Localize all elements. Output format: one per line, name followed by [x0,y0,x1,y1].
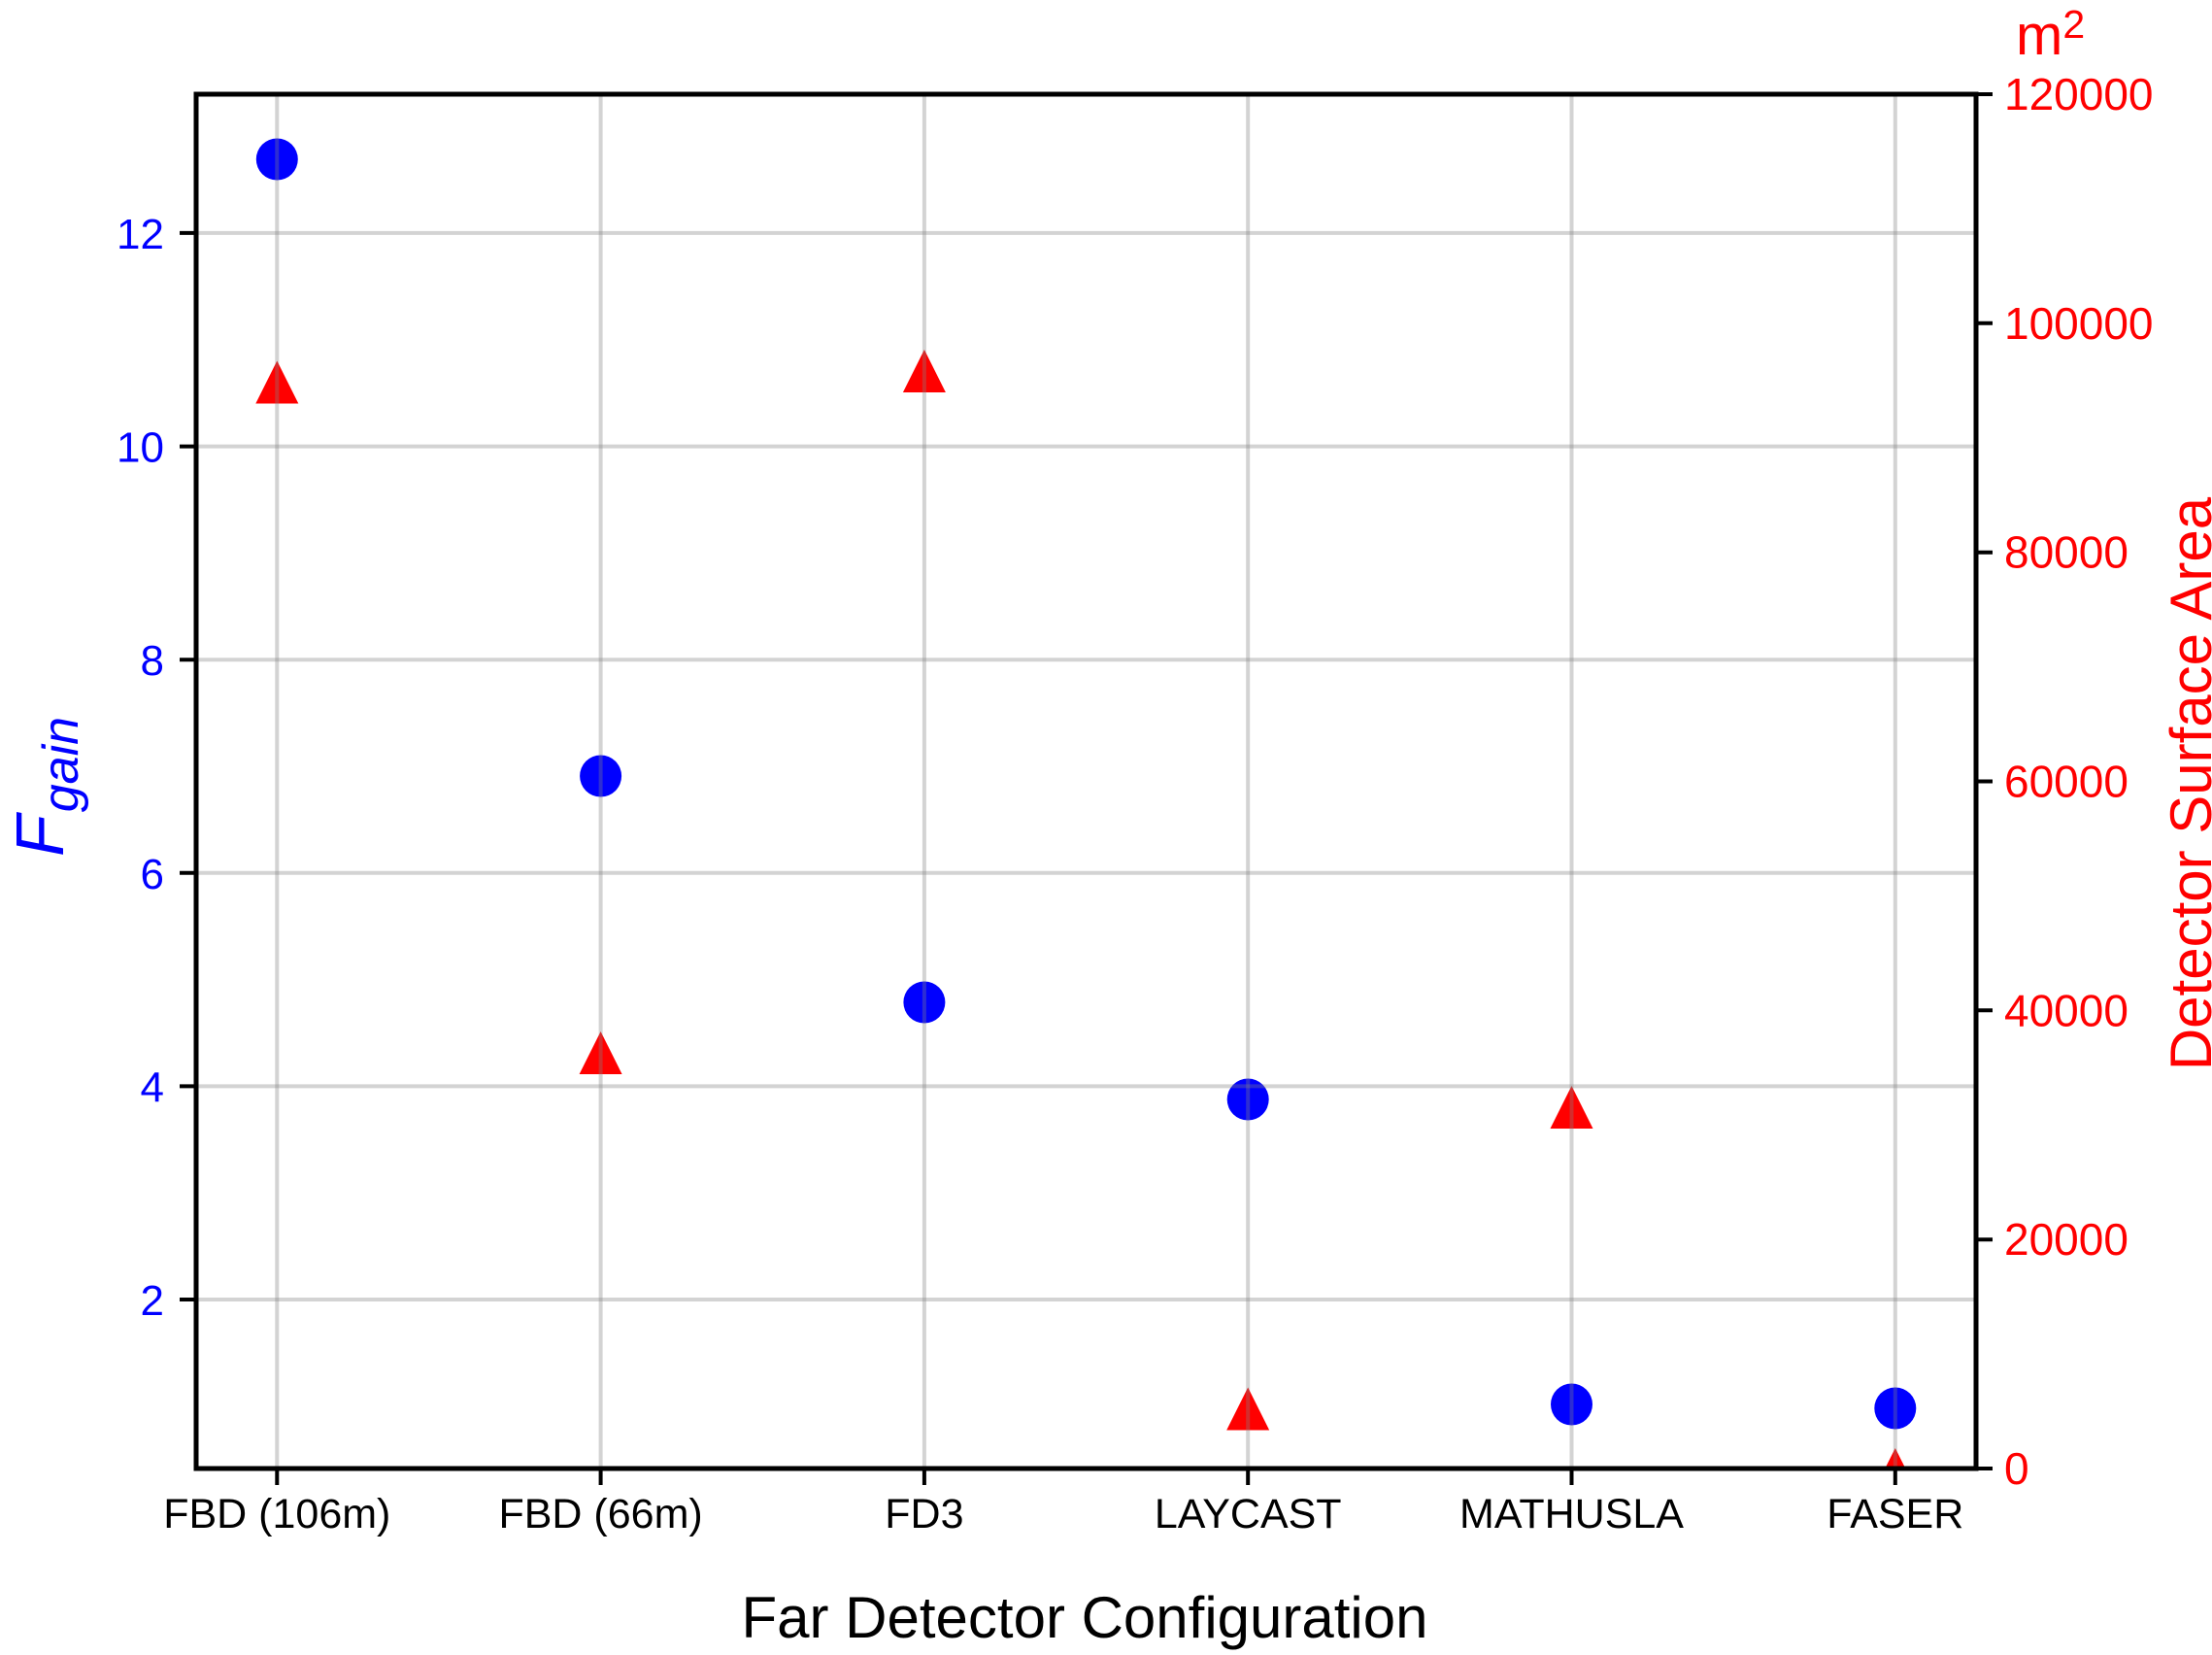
svg-text:FBD (106m): FBD (106m) [163,1491,390,1537]
svg-text:Detector Surface Area: Detector Surface Area [2159,496,2212,1070]
svg-text:100000: 100000 [2004,298,2154,349]
svg-text:MATHUSLA: MATHUSLA [1459,1491,1684,1537]
svg-text:6: 6 [141,851,164,898]
svg-text:4: 4 [141,1064,164,1111]
svg-text:12: 12 [117,211,164,258]
svg-text:LAYCAST: LAYCAST [1155,1491,1342,1537]
svg-text:40000: 40000 [2004,985,2128,1035]
svg-text:60000: 60000 [2004,757,2128,807]
svg-text:120000: 120000 [2004,69,2154,119]
svg-text:20000: 20000 [2004,1214,2128,1265]
svg-text:80000: 80000 [2004,527,2128,578]
svg-text:FASER: FASER [1827,1491,1963,1537]
svg-text:FD3: FD3 [885,1491,963,1537]
svg-text:2: 2 [141,1277,164,1325]
svg-text:FBD (66m): FBD (66m) [498,1491,702,1537]
svg-text:Far Detector Configuration: Far Detector Configuration [742,1585,1428,1650]
svg-text:8: 8 [141,637,164,685]
svg-text:0: 0 [2004,1443,2029,1494]
svg-text:10: 10 [117,424,164,472]
